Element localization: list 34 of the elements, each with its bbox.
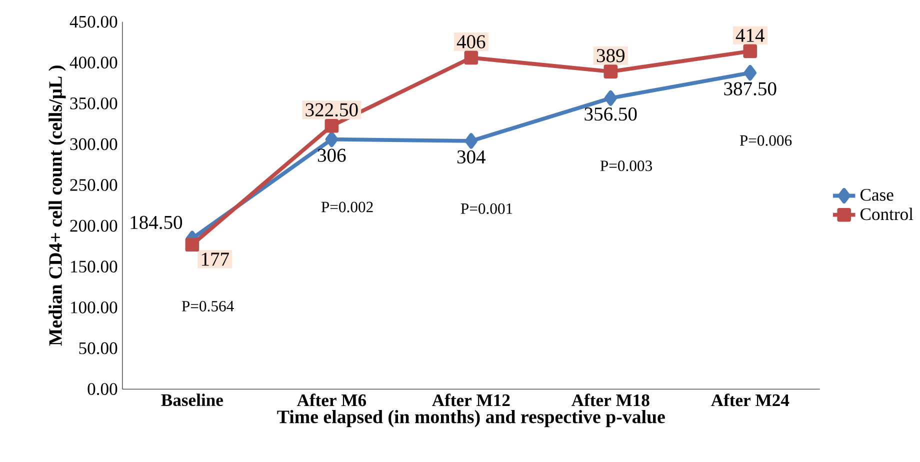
data-label: 184.50 [130,216,182,230]
annotation: P=0.564 [182,300,234,312]
data-label: 387.50 [724,82,776,96]
annotation: P=0.002 [321,202,373,212]
legend-label: Control [860,208,914,220]
data-label: 322.50 [306,103,358,116]
y-tick-label: 250.00 [70,179,118,192]
x-tick-label: After M18 [572,394,650,406]
data-label: 356.50 [584,107,637,121]
x-axis-title: Time elapsed (in months) and respective p-value [277,410,665,428]
y-axis-title: Median CD4+ cell count (cells/µL ) [48,66,66,346]
x-tick-label: After M12 [432,394,510,406]
x-tick-label: Baseline [161,394,223,406]
y-tick-label: 100.00 [71,301,118,314]
annotation: P=0.003 [600,160,652,172]
x-tick-label: After M6 [296,394,366,406]
data-label: 304 [457,150,486,164]
y-tick-label: 300.00 [70,138,118,150]
data-label: 414 [736,28,764,42]
data-label: 177 [202,252,229,266]
x-tick-label: After M24 [710,394,790,406]
data-label: 389 [596,49,624,62]
data-label: 306 [318,148,346,162]
data-label: 406 [456,35,486,48]
y-tick-label: 150.00 [71,260,118,273]
y-tick-label: 350.00 [70,97,118,110]
y-tick-label: 50.00 [79,342,118,354]
legend-label: Case [860,188,894,201]
y-tick-label: 450.00 [70,16,118,28]
annotation: P=0.006 [740,135,792,146]
annotation: P=0.001 [460,203,512,214]
y-tick-label: 200.00 [70,220,118,232]
y-tick-label: 400.00 [70,56,118,69]
y-tick-label: 0.00 [88,383,118,396]
